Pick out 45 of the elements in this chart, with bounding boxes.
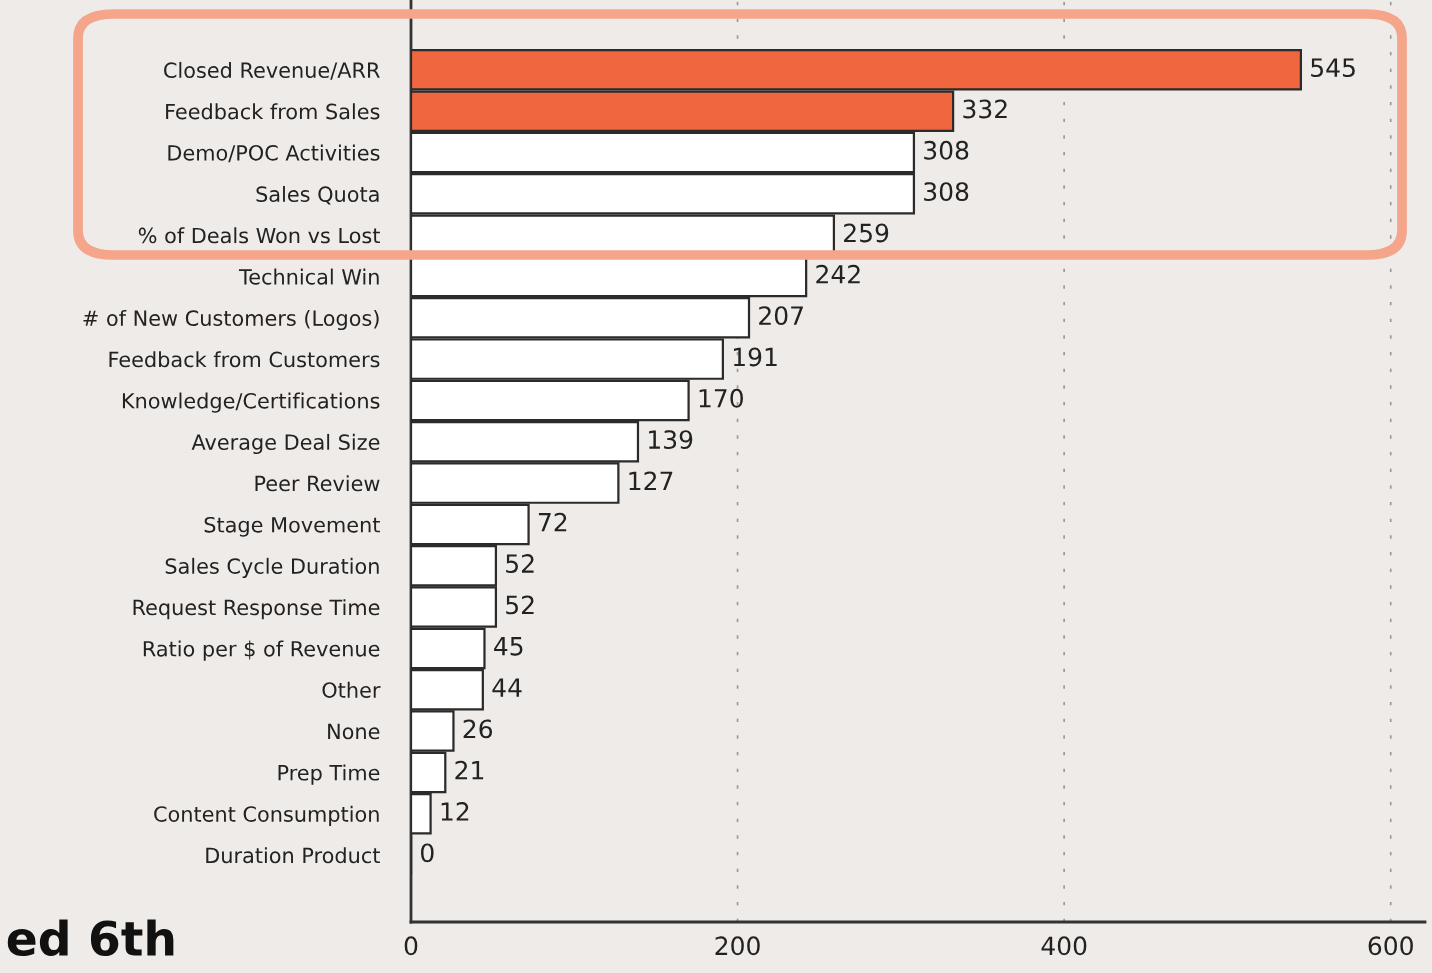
data-label: 26 bbox=[463, 719, 493, 739]
data-label: 191 bbox=[733, 347, 777, 367]
data-label: 12 bbox=[441, 802, 469, 821]
y-tick-label: % of Deals Won vs Lost bbox=[138, 227, 380, 244]
y-tick-label: Content Consumption bbox=[154, 805, 379, 826]
y-tick-label: Peer Review bbox=[255, 475, 380, 492]
data-label: 259 bbox=[844, 223, 889, 243]
data-label: 0 bbox=[420, 843, 434, 863]
data-label: 308 bbox=[924, 182, 969, 202]
y-tick-label: Stage Movement bbox=[204, 516, 380, 537]
data-label: 44 bbox=[492, 678, 522, 697]
data-label: 52 bbox=[506, 554, 534, 574]
y-tick-label: # of New Customers (Logos) bbox=[83, 309, 379, 331]
text: ed 6th bbox=[7, 919, 174, 957]
y-tick-label: Sales Cycle Duration bbox=[165, 557, 379, 579]
data-label: 242 bbox=[816, 264, 860, 284]
y-tick-label: Other bbox=[322, 681, 381, 698]
y-tick-label: Duration Product bbox=[206, 847, 380, 864]
y-tick-label: Knowledge/Certifications bbox=[122, 392, 380, 413]
y-tick-label: Sales Quota bbox=[256, 185, 379, 205]
y-tick-label: None bbox=[328, 723, 380, 740]
data-label: 170 bbox=[699, 388, 743, 408]
data-label: 72 bbox=[538, 512, 567, 532]
y-tick-label: Closed Revenue/ARR bbox=[164, 61, 380, 80]
y-tick-label: Request Response Time bbox=[133, 599, 380, 620]
y-tick-label: Prep Time bbox=[278, 764, 380, 785]
y-tick-label: Feedback from Sales bbox=[166, 103, 380, 120]
y-tick-label: Feedback from Customers bbox=[109, 351, 380, 368]
y-tick-label: Ratio per $ of Revenue bbox=[143, 640, 380, 661]
x-tick-label: 600 bbox=[1368, 936, 1413, 956]
data-label: 332 bbox=[963, 99, 1007, 119]
data-label: 127 bbox=[629, 471, 673, 491]
data-label: 21 bbox=[455, 760, 484, 780]
x-tick-label: 0 bbox=[404, 936, 418, 956]
y-tick-label: Technical Win bbox=[238, 268, 379, 285]
y-tick-label: Demo/POC Activities bbox=[168, 144, 380, 163]
data-label: 545 bbox=[1311, 58, 1355, 78]
data-label: 45 bbox=[494, 637, 523, 656]
data-label: 308 bbox=[924, 140, 969, 160]
data-label: 207 bbox=[759, 306, 803, 326]
x-tick-label: 200 bbox=[715, 936, 760, 956]
data-label: 139 bbox=[649, 430, 693, 450]
y-tick-label: Average Deal Size bbox=[191, 433, 380, 455]
data-label: 52 bbox=[506, 595, 534, 615]
x-tick-label: 400 bbox=[1041, 936, 1087, 956]
